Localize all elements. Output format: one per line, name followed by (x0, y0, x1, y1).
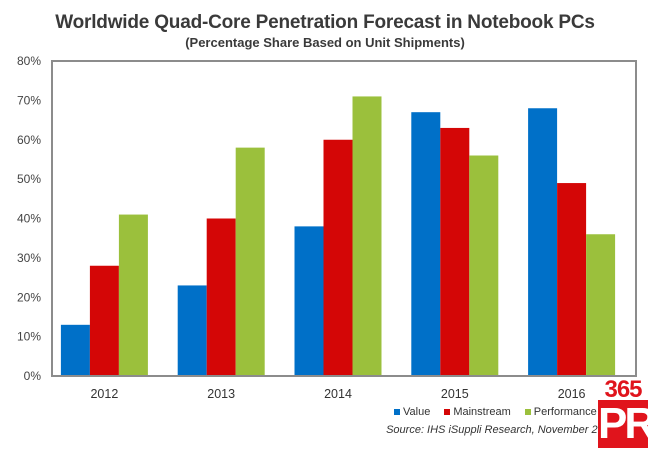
x-tick-label: 2012 (90, 387, 118, 401)
legend-swatch-mainstream (444, 409, 451, 415)
bar-performance-2016 (586, 234, 616, 376)
legend-item-mainstream: Mainstream (444, 406, 511, 418)
y-tick-label: 50% (17, 172, 41, 186)
y-tick-label: 40% (17, 212, 41, 226)
bar-value-2016 (528, 108, 558, 376)
x-tick-label: 2013 (207, 387, 235, 401)
watermark-logo: 365 PR (596, 378, 650, 450)
legend-swatch-performance (524, 409, 531, 415)
legend-label-value: Value (403, 406, 431, 418)
bar-mainstream-2013 (206, 218, 236, 376)
bar-value-2012 (60, 324, 90, 376)
y-tick-label: 70% (17, 93, 41, 107)
bar-performance-2012 (118, 214, 148, 376)
y-tick-label: 60% (17, 133, 41, 147)
bar-performance-2015 (469, 155, 499, 376)
y-tick-label: 10% (17, 330, 41, 344)
bars (60, 96, 616, 376)
bar-value-2013 (177, 285, 207, 376)
legend-label-mainstream: Mainstream (453, 406, 511, 418)
chart-subtitle: (Percentage Share Based on Unit Shipment… (185, 35, 465, 50)
y-axis: 0% 10% 20% 30% 40% 50% 60% 70% 80% (17, 54, 41, 383)
bar-mainstream-2015 (440, 127, 470, 376)
legend-label-performance: Performance (533, 406, 597, 418)
y-tick-label: 30% (17, 251, 41, 265)
y-tick-label: 20% (17, 290, 41, 304)
bar-mainstream-2016 (557, 183, 587, 376)
legend-swatch-value (394, 409, 400, 415)
watermark-letters: PR (598, 399, 650, 448)
legend: Value Mainstream Performance (394, 406, 597, 418)
bar-performance-2013 (235, 147, 265, 376)
source-note: Source: IHS iSuppli Research, November 2… (386, 424, 616, 436)
bar-mainstream-2014 (323, 139, 353, 376)
bar-value-2015 (411, 112, 441, 376)
chart-title: Worldwide Quad-Core Penetration Forecast… (55, 12, 595, 33)
bar-performance-2014 (352, 96, 382, 376)
legend-item-performance: Performance (524, 406, 597, 418)
y-tick-label: 0% (24, 369, 42, 383)
plot-frame (51, 60, 637, 377)
watermark-number: 365 (604, 376, 642, 403)
legend-item-value: Value (394, 406, 430, 418)
x-axis: 2012 2013 2014 2015 2016 (90, 387, 585, 401)
bar-value-2014 (294, 226, 324, 376)
x-tick-label: 2014 (324, 387, 352, 401)
x-tick-label: 2015 (441, 387, 469, 401)
bar-mainstream-2012 (89, 265, 119, 376)
y-tick-label: 80% (17, 54, 41, 68)
x-tick-label: 2016 (558, 387, 586, 401)
